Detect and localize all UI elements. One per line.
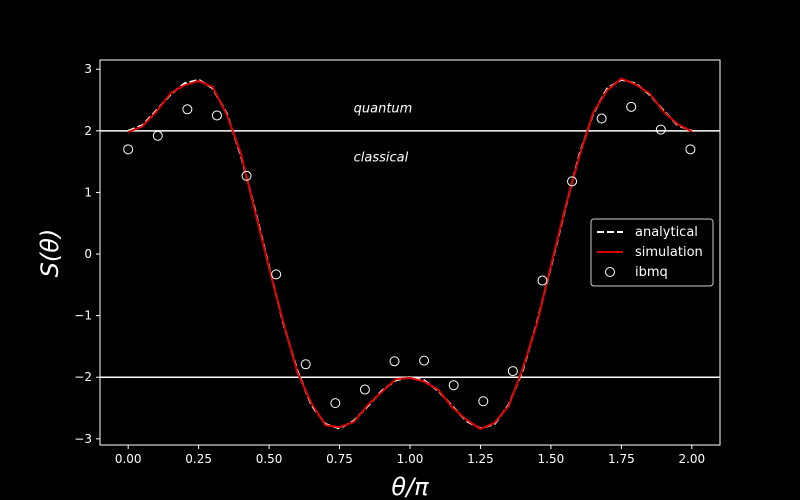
ibmq-point — [596, 113, 607, 124]
x-tick-label: 0.25 — [185, 452, 212, 466]
ibmq-point — [300, 359, 311, 370]
ibmq-point — [448, 380, 459, 391]
ibmq-point — [211, 110, 222, 121]
ibmq-point — [478, 396, 489, 407]
y-tick-label: 1 — [84, 185, 92, 199]
simulation-series-line — [127, 77, 693, 430]
ibmq-point — [419, 355, 430, 366]
ibmq-point — [330, 398, 341, 409]
legend-label-analytical: analytical — [635, 225, 698, 240]
y-tick-label: 2 — [84, 124, 92, 138]
x-tick-label: 1.75 — [608, 452, 635, 466]
ibmq-point — [567, 176, 578, 187]
ibmq-point — [152, 130, 163, 141]
x-tick-label: 2.00 — [678, 452, 705, 466]
x-tick-label: 0.75 — [326, 452, 353, 466]
ibmq-point — [626, 101, 637, 112]
y-tick-label: −1 — [74, 309, 92, 323]
ibmq-point — [241, 170, 252, 181]
ibmq-point — [507, 366, 518, 377]
ibmq-point — [359, 384, 370, 395]
ibmq-point — [537, 275, 548, 286]
y-tick-label: −2 — [74, 370, 92, 384]
plot-area: 0.00 0.25 0.50 0.75 1.00 1.25 1.50 1.75 2.00 −3 −2… — [74, 59, 721, 466]
legend-box — [590, 218, 714, 287]
y-tick-label: 0 — [84, 247, 92, 261]
legend-marker-ibmq — [605, 267, 615, 277]
ibmq-point — [182, 104, 193, 115]
legend-label-simulation: simulation — [635, 245, 703, 260]
ibmq-point — [685, 144, 696, 155]
classical-annotation: classical — [354, 151, 409, 166]
quantum-annotation: quantum — [354, 101, 413, 116]
y-tick-label: −3 — [74, 432, 92, 446]
y-axis-label: S(θ) — [36, 229, 64, 278]
x-axis-label: θ/π — [391, 473, 429, 500]
legend-label-ibmq: ibmq — [635, 265, 668, 280]
legend: analytical simulation ibmq — [590, 218, 714, 287]
x-tick-label: 1.50 — [538, 452, 565, 466]
x-tick-label: 0.50 — [256, 452, 283, 466]
data-region — [100, 77, 720, 430]
x-tick-label: 1.00 — [397, 452, 424, 466]
x-tick-label: 0.00 — [115, 452, 142, 466]
ibmq-point — [655, 124, 666, 135]
ibmq-point — [271, 269, 282, 280]
axes-frame — [99, 59, 721, 446]
x-tick-label: 1.25 — [467, 452, 494, 466]
y-tick-label: 3 — [84, 62, 92, 76]
ibmq-point — [389, 356, 400, 367]
ibmq-point — [123, 144, 134, 155]
